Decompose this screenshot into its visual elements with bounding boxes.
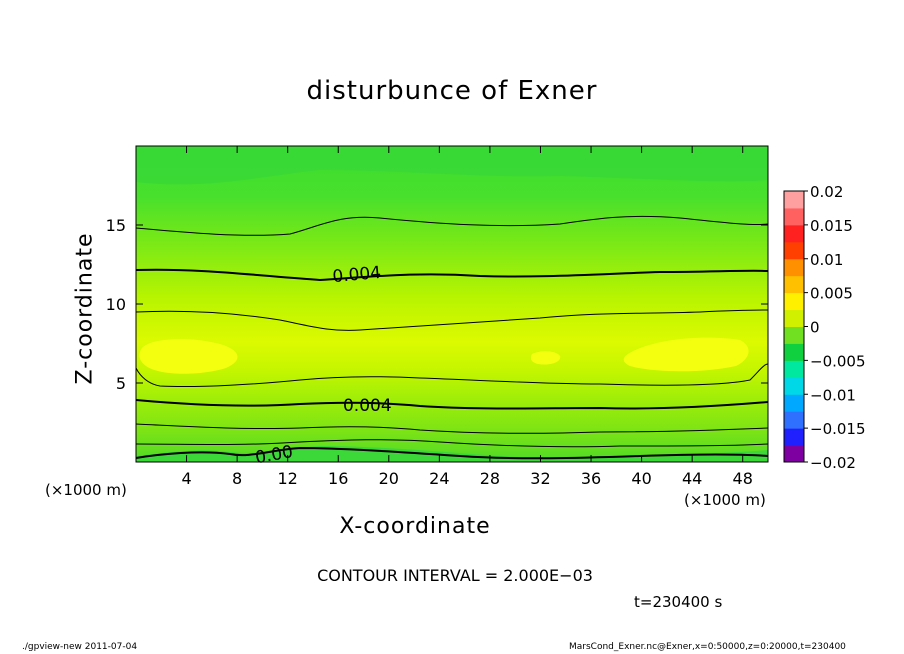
y-tick-label: 10 xyxy=(106,295,126,314)
y-tick-label: 5 xyxy=(116,374,126,393)
contour-line-lower-thin xyxy=(135,363,769,388)
x-axis: 4 8 12 16 20 24 28 32 36 40 44 48 xyxy=(181,146,753,488)
colorbar-tick-label: 0.01 xyxy=(810,251,843,269)
x-tick-label: 20 xyxy=(379,469,399,488)
colorbar-band xyxy=(784,191,804,209)
plot-area: 0.004 0.004 0.00 xyxy=(135,145,769,468)
colorbar-band xyxy=(784,224,804,243)
footer-right: MarsCond_Exner.nc@Exner,x=0:50000,z=0:20… xyxy=(569,642,846,652)
colorbar-tick-label: −0.01 xyxy=(810,386,856,404)
colorbar-tick-label: −0.005 xyxy=(810,352,866,370)
x-tick-label: 48 xyxy=(733,469,753,488)
contour-line-bottom-thin-2 xyxy=(135,439,769,448)
x-tick-label: 12 xyxy=(278,469,298,488)
x-unit-label-left: (×1000 m) xyxy=(45,481,127,499)
colorbar-tick-label: 0 xyxy=(810,319,820,337)
colorbar-tick-label: −0.015 xyxy=(810,420,866,438)
time-label: t=230400 s xyxy=(634,593,723,611)
x-axis-label: X-coordinate xyxy=(339,514,491,539)
colorbar-band xyxy=(784,275,804,294)
x-tick-label: 28 xyxy=(480,469,500,488)
contour-line-bottom-thick xyxy=(135,446,769,460)
x-tick-label: 8 xyxy=(232,469,242,488)
contour-line-upper-thin xyxy=(135,215,769,236)
contour-line-mid-thin xyxy=(135,309,769,331)
colorbar-band xyxy=(784,309,804,327)
field-top-band xyxy=(136,146,768,185)
colorbar-band xyxy=(784,258,804,277)
colorbar-band xyxy=(784,241,804,260)
colorbar-band xyxy=(784,292,804,311)
colorbar-tick-label: 0.02 xyxy=(810,183,843,201)
field-background xyxy=(136,146,768,462)
chart-title: disturbunce of Exner xyxy=(306,76,598,106)
contour-line-lower-thick xyxy=(135,399,769,410)
yellow-patch-right xyxy=(623,337,749,372)
colorbar-tick-label: 0.015 xyxy=(810,217,853,235)
contour-line-bottom-thin-1 xyxy=(135,423,769,434)
x-tick-label: 32 xyxy=(530,469,550,488)
yellow-patch-left xyxy=(139,339,238,374)
colorbar-band xyxy=(784,445,804,463)
x-unit-label-right: (×1000 m) xyxy=(684,491,766,509)
yellow-patch-center xyxy=(530,351,561,365)
colorbar-band xyxy=(784,207,804,226)
footer-left: ./gpview-new 2011-07-04 xyxy=(22,642,138,652)
colorbar-band xyxy=(784,326,804,344)
x-tick-label: 24 xyxy=(429,469,449,488)
x-tick-label: 40 xyxy=(631,469,651,488)
colorbar-band xyxy=(784,377,804,395)
contour-label: 0.004 xyxy=(332,263,382,287)
colorbar-tick-label: 0.005 xyxy=(810,285,853,303)
y-axis-label: Z-coordinate xyxy=(72,232,98,385)
y-axis: 5 10 15 xyxy=(106,216,768,393)
x-tick-label: 36 xyxy=(581,469,601,488)
colorbar-band xyxy=(784,411,804,429)
contour-interval-text: CONTOUR INTERVAL = 2.000E−03 xyxy=(317,566,593,585)
colorbar: 0.02 0.015 0.01 0.005 0 −0.005 −0.01 −0.015 −0.0… xyxy=(783,183,866,472)
x-tick-label: 44 xyxy=(682,469,702,488)
x-tick-label: 16 xyxy=(328,469,348,488)
colorbar-tick-label: −0.02 xyxy=(810,454,856,472)
field-bottom-band xyxy=(136,446,768,462)
x-tick-label: 4 xyxy=(181,469,191,488)
contour-label: 0.004 xyxy=(343,396,392,416)
colorbar-band xyxy=(784,343,804,361)
colorbar-band xyxy=(784,428,804,446)
colorbar-band xyxy=(784,394,804,412)
y-tick-label: 15 xyxy=(106,216,126,235)
contour-line-upper-thick xyxy=(135,268,769,282)
colorbar-band xyxy=(784,360,804,378)
